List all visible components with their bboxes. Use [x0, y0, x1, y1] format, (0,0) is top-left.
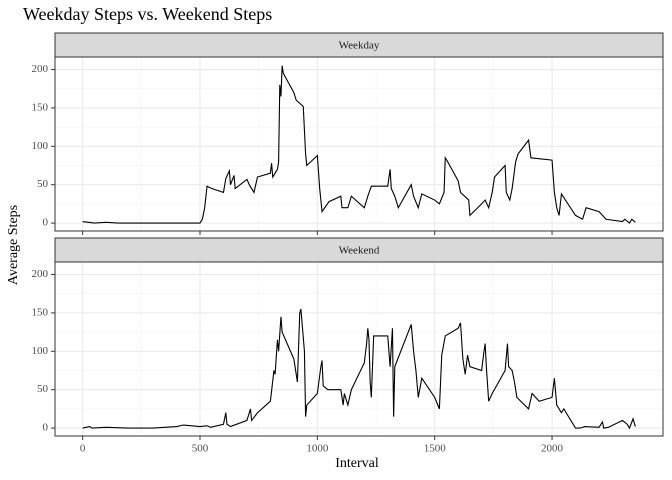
x-tick-label: 500	[192, 443, 209, 455]
line	[82, 308, 636, 430]
y-tick-label: 150	[32, 306, 49, 318]
strip-label: Weekday	[339, 40, 380, 52]
y-tick-label: 100	[32, 345, 49, 357]
panel-border	[54, 261, 664, 437]
x-tick-label: 1000	[306, 443, 329, 455]
y-tick-label: 200	[32, 63, 49, 75]
x-tick-label: 0	[80, 443, 86, 455]
y-tick-label: 50	[37, 383, 49, 395]
x-axis-label: Interval	[335, 456, 379, 471]
y-tick-label: 0	[43, 422, 49, 434]
panel	[55, 57, 663, 231]
strip	[54, 32, 664, 58]
chart-title: Weekday Steps vs. Weekend Steps	[23, 4, 272, 24]
strip-label: Weekend	[339, 245, 380, 257]
y-axis-label: Average Steps	[6, 205, 21, 285]
x-tick-label: 1500	[424, 443, 447, 455]
y-tick-label: 100	[32, 140, 49, 152]
y-tick-label: 150	[32, 101, 49, 113]
x-tick-label: 2000	[541, 443, 564, 455]
y-tick-label: 200	[32, 268, 49, 280]
panel-border	[54, 56, 664, 232]
y-tick-label: 50	[37, 178, 49, 190]
line	[82, 65, 636, 224]
y-tick-label: 0	[43, 217, 49, 229]
panel	[55, 262, 663, 436]
